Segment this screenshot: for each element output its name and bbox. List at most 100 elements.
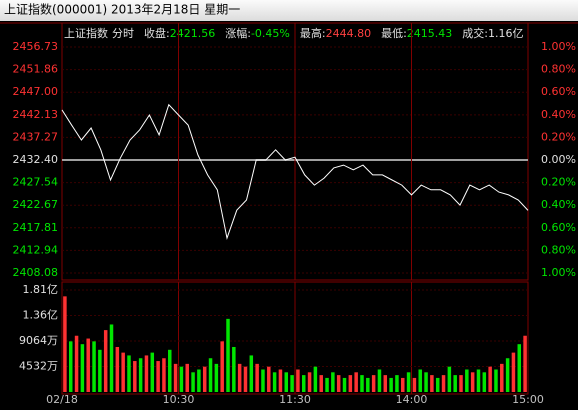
y-tick-label: 9064万 — [19, 334, 58, 347]
y-tick-label: 2422.67 — [13, 198, 59, 211]
volume-bar — [133, 361, 137, 392]
volume-bar — [406, 372, 411, 392]
volume-bar — [80, 344, 85, 392]
y2-tick-label: 0.80% — [541, 63, 576, 76]
volume-bar — [301, 375, 306, 392]
volume-bar — [505, 358, 510, 392]
volume-bar — [237, 363, 242, 392]
header-label: 成交: — [462, 26, 488, 40]
volume-bar — [342, 377, 347, 392]
volume-bar — [296, 369, 300, 392]
volume-bar — [109, 324, 114, 392]
y-tick-label: 2451.86 — [13, 63, 59, 76]
volume-bar — [488, 366, 492, 392]
volume-bar — [494, 369, 498, 392]
volume-bar — [208, 358, 213, 392]
volume-bar — [226, 318, 230, 392]
volume-bar — [470, 372, 475, 392]
volume-bar — [168, 349, 172, 392]
y-tick-label: 2417.81 — [13, 221, 59, 234]
volume-bar — [290, 375, 294, 392]
x-tick-label: 11:30 — [279, 393, 311, 406]
volume-bar — [389, 377, 393, 392]
volume-bar — [354, 372, 358, 392]
title-bar — [0, 0, 578, 21]
volume-bar — [179, 366, 184, 392]
volume-bar — [511, 352, 516, 392]
y-tick-label: 1.36亿 — [23, 309, 59, 322]
volume-bar — [255, 363, 259, 392]
y2-tick-label: 1.00% — [541, 40, 576, 53]
volume-bar — [418, 369, 422, 392]
x-tick-label: 10:30 — [163, 393, 195, 406]
volume-bar — [232, 346, 236, 392]
volume-bar — [261, 369, 265, 392]
y-tick-label: 4532万 — [19, 360, 58, 373]
x-tick-label: 15:00 — [512, 393, 544, 406]
header-label: 收盘: — [144, 26, 170, 40]
volume-bar — [435, 377, 440, 392]
volume-bar — [284, 372, 289, 392]
volume-bar — [63, 296, 67, 392]
volume-bar — [371, 375, 376, 392]
volume-bar — [267, 366, 271, 392]
volume-bar — [278, 369, 283, 392]
volume-bar — [144, 355, 149, 392]
volume-bar — [383, 375, 388, 392]
volume-bar — [441, 375, 446, 392]
window-title: 上证指数(000001) 2013年2月18日 星期一 — [4, 2, 240, 17]
volume-bar — [127, 355, 131, 392]
y-tick-label: 2432.40 — [13, 153, 59, 166]
volume-bar — [447, 366, 452, 392]
volume-bar — [103, 330, 108, 392]
volume-bar — [92, 341, 96, 392]
volume-bar — [202, 366, 207, 392]
volume-bar — [220, 341, 224, 392]
view-mode: 分时 — [112, 27, 134, 40]
volume-bar — [424, 372, 428, 392]
price-line — [61, 103, 529, 240]
volume-bar — [482, 372, 487, 392]
header-label: 涨幅: — [225, 27, 251, 40]
x-tick-label: 02/18 — [46, 393, 78, 406]
header-value: 1.16亿 — [488, 27, 524, 40]
volume-bar — [272, 372, 277, 392]
volume-bar — [138, 358, 143, 392]
header-label: 最低: — [381, 27, 407, 40]
volume-bar — [517, 344, 522, 392]
volume-bar — [162, 358, 166, 392]
volume-bar — [121, 352, 125, 392]
volume-bar — [243, 366, 248, 392]
y2-tick-label: 1.00% — [541, 266, 576, 279]
header: 上证指数 分时 收盘:2421.56 涨幅:-0.45% 最高:2444.80 最低:24… — [64, 26, 524, 40]
volume-bar — [214, 363, 219, 392]
chart-bg — [0, 21, 578, 406]
volume-bar — [377, 369, 382, 392]
volume-bar — [395, 375, 399, 392]
y2-tick-label: 0.00% — [541, 153, 576, 166]
y-tick-label: 2456.73 — [13, 40, 59, 53]
header-value: -0.45% — [251, 27, 290, 40]
volume-bar — [74, 335, 79, 392]
volume-bar — [249, 355, 254, 392]
y-tick-label: 2442.13 — [13, 108, 59, 121]
y-tick-label: 1.81亿 — [23, 283, 59, 296]
volume-bar — [313, 366, 318, 392]
header-value: 2444.80 — [326, 27, 372, 40]
y2-tick-label: 0.80% — [541, 243, 576, 256]
y2-tick-label: 0.40% — [541, 198, 576, 211]
volume-bar — [191, 372, 195, 392]
volume-bar — [86, 338, 90, 392]
y2-tick-label: 0.40% — [541, 108, 576, 121]
volume-bar — [430, 375, 434, 392]
volume-bar — [331, 372, 335, 392]
y2-tick-label: 0.20% — [541, 130, 576, 143]
volume-bar — [185, 363, 189, 392]
volume-bar — [360, 375, 364, 392]
y2-tick-label: 0.60% — [541, 221, 576, 234]
volume-bar — [336, 375, 341, 392]
volume-bar — [156, 361, 160, 392]
volume-bar — [319, 375, 323, 392]
